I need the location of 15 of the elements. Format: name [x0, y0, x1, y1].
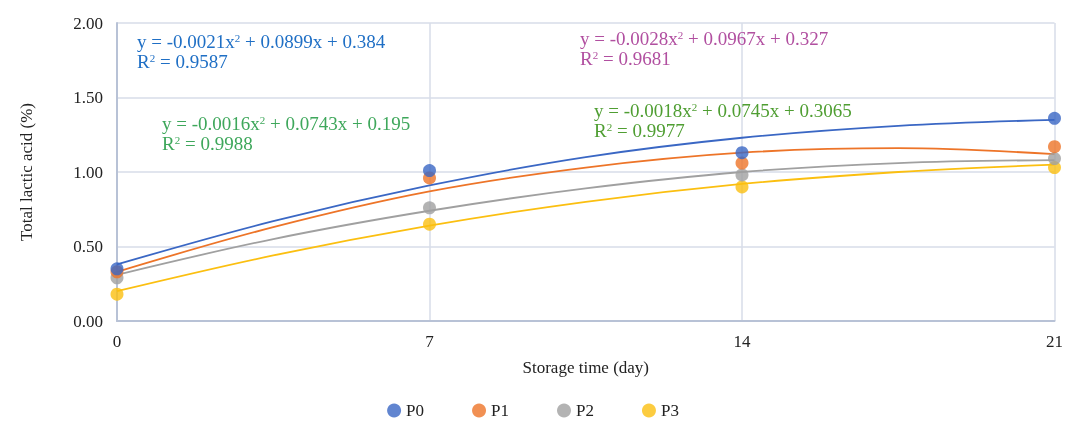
legend-label: P3	[660, 401, 679, 420]
y-axis-title: Total lactic acid (%)	[17, 102, 36, 242]
y-tick-label: 0.50	[73, 237, 103, 256]
y-tick-label: 0.00	[73, 311, 103, 331]
legend-label: P1	[491, 401, 510, 420]
x-tick-label: 7	[425, 332, 435, 351]
x-tick-label: 21	[1046, 332, 1063, 351]
x-axis-title: Storage time (day)	[522, 358, 650, 377]
x-tick-label: 0	[112, 332, 122, 351]
x-tick-label: 14	[733, 332, 751, 351]
legend-label: P2	[576, 401, 594, 420]
y-tick-label: 2.00	[73, 13, 103, 33]
legend-label: P0	[406, 401, 425, 420]
y-tick-label: 1.50	[73, 88, 103, 107]
y-tick-label: 1.00	[73, 162, 103, 182]
